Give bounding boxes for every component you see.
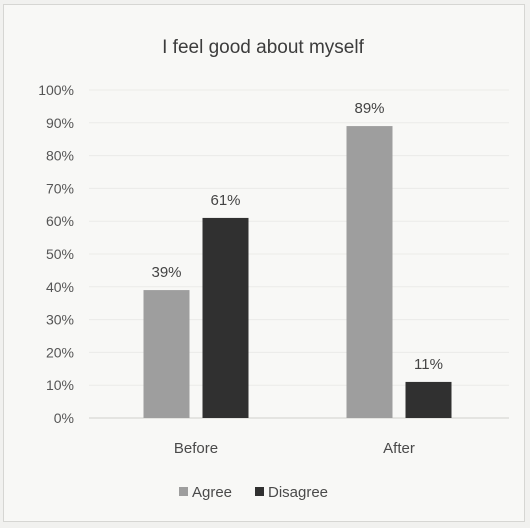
chart-title: I feel good about myself — [162, 37, 364, 58]
chart-frame: I feel good about myself 0% 10% 20% 30% 40% 5… — [3, 4, 525, 522]
y-tick-label: 50% — [46, 246, 74, 262]
y-tick-label: 80% — [46, 148, 74, 164]
bar-chart: I feel good about myself 0% 10% 20% 30% 40% 5… — [38, 37, 509, 501]
y-tick-label: 10% — [46, 377, 74, 393]
y-tick-label: 60% — [46, 213, 74, 229]
y-axis-ticks: 0% 10% 20% 30% 40% 50% 60% 70% 80% 90% 100% — [38, 82, 74, 426]
data-labels: 39% 61% 89% 11% — [151, 100, 442, 373]
y-tick-label: 90% — [46, 115, 74, 131]
data-label: 89% — [354, 100, 384, 117]
y-tick-label: 70% — [46, 180, 74, 196]
data-label: 39% — [151, 264, 181, 281]
data-label: 61% — [210, 192, 240, 209]
data-label: 11% — [414, 356, 443, 373]
legend-swatch-disagree — [255, 487, 264, 496]
x-axis-categories: Before After — [174, 440, 415, 457]
bar-agree-after — [346, 126, 393, 418]
y-tick-label: 0% — [54, 410, 74, 426]
legend-label-disagree: Disagree — [268, 484, 328, 501]
bar-agree-before — [143, 290, 190, 418]
category-label: Before — [174, 440, 218, 457]
bar-disagree-after — [405, 381, 452, 418]
legend-label-agree: Agree — [192, 484, 232, 501]
legend: Agree Disagree — [179, 484, 328, 501]
bars — [143, 126, 452, 418]
y-tick-label: 40% — [46, 279, 74, 295]
y-tick-label: 30% — [46, 312, 74, 328]
legend-swatch-agree — [179, 487, 188, 496]
category-label: After — [383, 440, 415, 457]
y-tick-label: 20% — [46, 344, 74, 360]
y-tick-label: 100% — [38, 82, 74, 98]
bar-disagree-before — [202, 217, 249, 418]
